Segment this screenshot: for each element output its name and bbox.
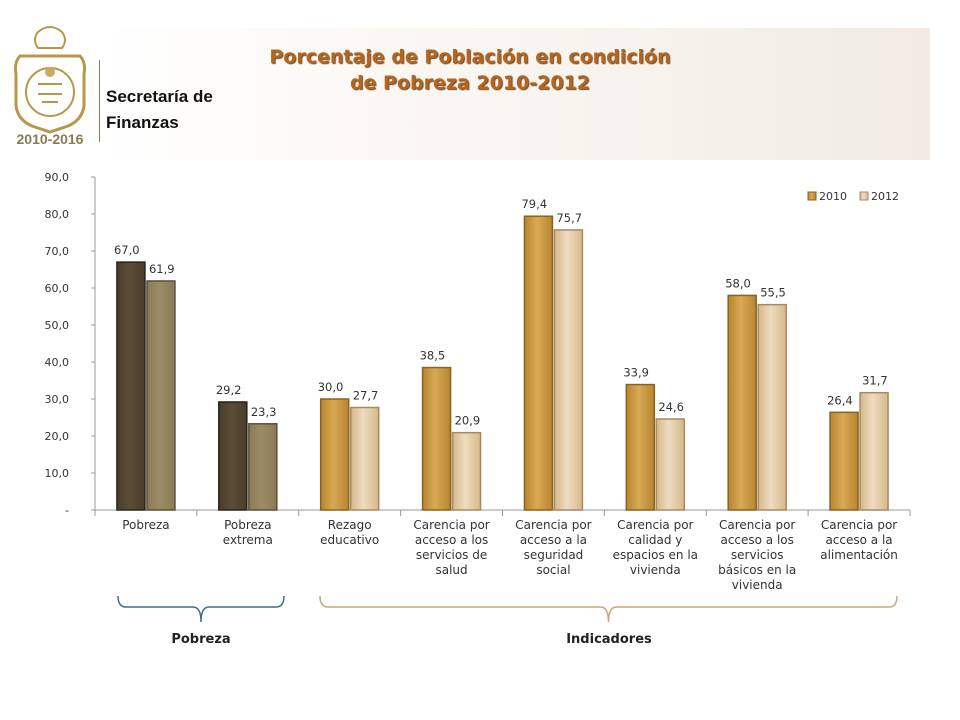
legend-label: 2010 xyxy=(819,190,847,203)
x-category-label: Carencia por acceso a la alimentación xyxy=(809,518,909,563)
x-category-label-line: acceso a la xyxy=(519,533,588,547)
data-label-2012: 61,9 xyxy=(149,262,175,276)
x-category-label-line: Carencia por xyxy=(820,518,898,532)
y-tick-label: 60,0 xyxy=(45,282,70,295)
indicadores-bracket xyxy=(319,595,898,623)
legend-swatch xyxy=(859,191,869,201)
bar-2012 xyxy=(146,280,176,511)
data-label-2012: 31,7 xyxy=(862,374,888,388)
x-category-label: Rezago educativo xyxy=(300,518,400,548)
bar-2010 xyxy=(421,366,452,511)
x-category-label-line: social xyxy=(536,563,571,577)
data-label-2010: 79,4 xyxy=(521,197,547,211)
data-label-2010: 26,4 xyxy=(827,393,853,407)
x-category-label-line: seguridad xyxy=(523,548,584,562)
data-label-2010: 29,2 xyxy=(216,383,242,397)
bar-2010 xyxy=(116,261,146,511)
x-category-label: Pobreza extrema xyxy=(198,518,298,548)
x-category-label-line: espacios en la xyxy=(612,548,699,562)
title-line-2: de Pobreza 2010-2012 xyxy=(349,72,591,94)
data-label-2012: 20,9 xyxy=(455,414,481,428)
bar-2010 xyxy=(523,215,554,511)
bar-2012 xyxy=(757,303,787,511)
data-label-2012: 75,7 xyxy=(556,211,582,225)
bar-2012 xyxy=(349,406,380,511)
x-category-label-line: acceso a los xyxy=(414,533,489,547)
x-category-label-line: Carencia por xyxy=(617,518,694,532)
y-tick-label: 90,0 xyxy=(45,171,70,184)
y-tick-label: - xyxy=(65,504,69,517)
x-category-label: Carencia por acceso a los servicios básicos… xyxy=(707,518,807,593)
data-label-2010: 30,0 xyxy=(318,380,344,394)
page-title: Porcentaje de Población en condición de … xyxy=(240,44,700,96)
legend-swatch xyxy=(807,191,817,201)
x-category-label-line: acceso a la xyxy=(825,533,893,547)
bar-2010 xyxy=(319,398,350,511)
x-category-label-line: Carencia por xyxy=(515,518,592,532)
bar-2012 xyxy=(655,418,686,511)
bar-2012 xyxy=(248,423,278,511)
bar-2010 xyxy=(625,383,656,511)
bar-2010 xyxy=(727,294,757,511)
x-category-label-line: Pobreza xyxy=(122,518,170,532)
data-label-2012: 55,5 xyxy=(760,286,786,300)
department-name: Secretaría de Finanzas xyxy=(106,84,213,136)
indicadores-group-label: Indicadores xyxy=(566,632,652,647)
x-category-label-line: servicios de xyxy=(415,548,488,562)
bar-2012 xyxy=(451,431,482,511)
department-line-2: Finanzas xyxy=(106,113,179,132)
y-tick-label: 20,0 xyxy=(45,430,70,443)
header: 2010-2016 Secretaría de Finanzas Porcent… xyxy=(0,0,960,160)
x-category-label: Pobreza xyxy=(96,518,196,533)
y-tick-label: 80,0 xyxy=(45,208,70,221)
x-category-label-line: acceso a los xyxy=(720,533,794,547)
bar-chart: - 10,0 20,0 30,0 40,0 50,0 60,0 70,0 80,0 90,0 67,… xyxy=(45,171,911,623)
bar-2012 xyxy=(859,391,889,511)
x-category-label-line: básicos en la xyxy=(718,563,797,577)
data-label-2012: 27,7 xyxy=(353,389,379,403)
department-line-1: Secretaría de xyxy=(106,87,213,106)
x-category-label-line: vivienda xyxy=(731,578,783,592)
x-category-label-line: Pobreza xyxy=(224,518,272,532)
bar-2010 xyxy=(829,411,859,511)
header-band xyxy=(100,28,930,160)
data-label-2010: 67,0 xyxy=(114,243,140,257)
data-label-2010: 58,0 xyxy=(725,276,751,290)
x-category-label-line: calidad y xyxy=(628,533,683,547)
y-tick-label: 50,0 xyxy=(45,319,70,332)
legend-label: 2012 xyxy=(871,190,899,203)
x-category-label-line: alimentación xyxy=(820,548,898,562)
y-tick-label: 10,0 xyxy=(45,467,70,480)
x-category-label-line: educativo xyxy=(320,533,380,547)
data-label-2012: 23,3 xyxy=(251,405,277,419)
data-label-2010: 33,9 xyxy=(623,366,649,380)
state-seal-logo: 2010-2016 xyxy=(14,26,86,146)
logo-years-text: 2010-2016 xyxy=(17,131,84,146)
x-category-label-line: vivienda xyxy=(629,563,681,577)
x-category-label: Carencia por acceso a los servicios de salu… xyxy=(402,518,502,578)
bar-2012 xyxy=(553,229,584,511)
bar-2010 xyxy=(218,401,248,511)
x-category-label-line: salud xyxy=(435,563,468,577)
x-category-label-line: Carencia por xyxy=(718,518,796,532)
title-line-1: Porcentaje de Población en condición xyxy=(269,46,671,68)
y-tick-label: 40,0 xyxy=(45,356,70,369)
y-tick-label: 70,0 xyxy=(45,245,70,258)
data-label-2012: 24,6 xyxy=(658,400,684,414)
x-category-label-line: extrema xyxy=(222,533,273,547)
x-category-label: Carencia por acceso a la seguridad social xyxy=(503,518,603,578)
pobreza-group-label: Pobreza xyxy=(171,632,231,647)
pobreza-bracket xyxy=(117,595,285,623)
x-category-label: Carencia por calidad y espacios en la vivie… xyxy=(605,518,705,578)
y-tick-label: 30,0 xyxy=(45,393,70,406)
x-category-label-line: servicios xyxy=(730,548,784,562)
header-divider xyxy=(99,60,100,142)
x-category-label-line: Carencia por xyxy=(413,518,490,532)
x-category-label-line: Rezago xyxy=(327,518,372,532)
data-label-2010: 38,5 xyxy=(420,349,446,363)
